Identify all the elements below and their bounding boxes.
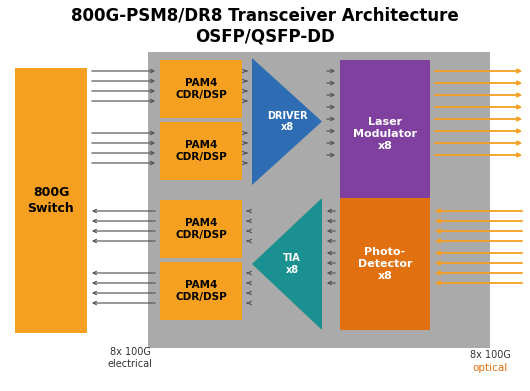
Bar [340,60,430,208]
Text: PAM4
CDR/DSP: PAM4 CDR/DSP [175,280,227,302]
Polygon shape [252,198,322,330]
Bar [340,198,430,330]
Polygon shape [252,58,322,185]
Text: 800G
Switch: 800G Switch [28,187,74,215]
Text: Photo-
Detector
x8: Photo- Detector x8 [358,248,412,281]
Text: 8x 100G: 8x 100G [470,350,510,360]
Bar [15,68,87,333]
Text: PAM4
CDR/DSP: PAM4 CDR/DSP [175,140,227,162]
Bar [148,52,490,348]
Text: Laser
Modulator
x8: Laser Modulator x8 [353,117,417,151]
Bar [160,200,242,258]
Bar [160,60,242,118]
Bar [160,122,242,180]
Text: PAM4
CDR/DSP: PAM4 CDR/DSP [175,78,227,100]
Bar [160,262,242,320]
Text: PAM4
CDR/DSP: PAM4 CDR/DSP [175,218,227,240]
Text: DRIVER
x8: DRIVER x8 [267,111,307,132]
Text: 800G-PSM8/DR8 Transceiver Architecture: 800G-PSM8/DR8 Transceiver Architecture [71,7,459,25]
Text: OSFP/QSFP-DD: OSFP/QSFP-DD [195,27,335,45]
Text: TIA
x8: TIA x8 [283,253,301,275]
Text: 8x 100G
electrical: 8x 100G electrical [108,347,153,369]
Text: optical: optical [472,363,508,373]
